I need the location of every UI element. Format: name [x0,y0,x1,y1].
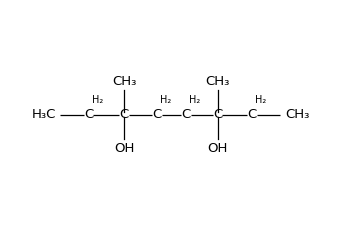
Text: H₂: H₂ [189,95,201,105]
Text: H₃C: H₃C [31,108,56,121]
Text: CH₃: CH₃ [285,108,309,121]
Text: C: C [120,108,129,121]
Text: CH₃: CH₃ [206,74,230,88]
Text: H₂: H₂ [92,95,103,105]
Text: C: C [248,108,257,121]
Text: H₂: H₂ [255,95,267,105]
Text: CH₃: CH₃ [112,74,136,88]
Text: C: C [84,108,93,121]
Text: H₂: H₂ [160,95,172,105]
Text: OH: OH [207,142,228,155]
Text: C: C [213,108,222,121]
Text: OH: OH [114,142,134,155]
Text: C: C [182,108,191,121]
Text: C: C [153,108,162,121]
